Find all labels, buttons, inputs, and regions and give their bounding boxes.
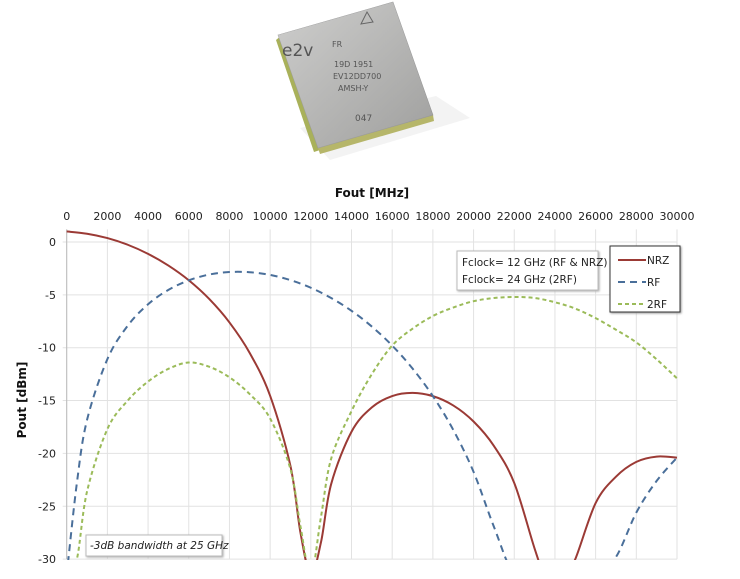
- x-tick-label: 2000: [93, 210, 121, 223]
- series-line-nrz: [66, 230, 678, 560]
- series-lines: [66, 230, 678, 560]
- x-tick-label: 0: [63, 210, 70, 223]
- x-tick-label: 4000: [134, 210, 162, 223]
- y-tick-label: -30: [38, 553, 56, 566]
- bandwidth-note: -3dB bandwidth at 25 GHz: [90, 540, 229, 552]
- y-tick-label: -20: [38, 447, 56, 460]
- clock-annotation: Fclock= 12 GHz (RF & NRZ) Fclock= 24 GHz…: [456, 250, 607, 291]
- x-tick-label: 6000: [175, 210, 203, 223]
- chip-marking: EV12DD700: [333, 72, 381, 81]
- x-tick-label: 30000: [660, 210, 695, 223]
- legend-label: RF: [647, 277, 660, 289]
- clock-note-line1: Fclock= 12 GHz (RF & NRZ): [462, 257, 607, 269]
- x-tick-label: 14000: [334, 210, 369, 223]
- legend: NRZ RF 2RF: [609, 245, 681, 313]
- y-tick-label: -10: [38, 342, 56, 355]
- y-tick-label: -5: [45, 289, 56, 302]
- y-tick-label: -25: [38, 500, 56, 513]
- y-tick-label: 0: [49, 236, 56, 249]
- y-axis-title: Pout [dBm]: [15, 362, 29, 439]
- x-tick-label: 8000: [215, 210, 243, 223]
- chip-marking: FR: [332, 40, 343, 49]
- y-tick-labels: 0 -5 -10 -15 -20 -25 -30: [38, 236, 56, 566]
- x-tick-label: 26000: [578, 210, 613, 223]
- x-tick-label: 28000: [619, 210, 654, 223]
- y-tick-label: -15: [38, 395, 56, 408]
- x-tick-labels: 0 2000 4000 6000 8000 10000 12000 14000 16000 180…: [63, 210, 694, 223]
- x-tick-label: 24000: [537, 210, 572, 223]
- x-tick-label: 18000: [415, 210, 450, 223]
- clock-note-line2: Fclock= 24 GHz (2RF): [462, 274, 577, 286]
- chip-marking: 047: [355, 114, 372, 124]
- series-line-2rf: [75, 295, 678, 560]
- x-tick-label: 20000: [456, 210, 491, 223]
- chip-logo: e2v: [282, 41, 313, 61]
- chip-image: e2v FR 19D 1951 EV12DD700 AMSH-Y 047: [276, 1, 470, 160]
- bandwidth-annotation: -3dB bandwidth at 25 GHz: [85, 534, 229, 557]
- x-tick-label: 10000: [253, 210, 288, 223]
- x-tick-label: 12000: [293, 210, 328, 223]
- legend-label: NRZ: [647, 255, 669, 267]
- esd-warning-icon: [360, 10, 374, 25]
- chip-marking: 19D 1951: [334, 60, 373, 69]
- legend-label: 2RF: [647, 299, 667, 311]
- chip-marking: AMSH-Y: [338, 84, 368, 93]
- x-tick-label: 22000: [497, 210, 532, 223]
- x-axis-title: Fout [MHz]: [335, 186, 409, 200]
- x-tick-label: 16000: [375, 210, 410, 223]
